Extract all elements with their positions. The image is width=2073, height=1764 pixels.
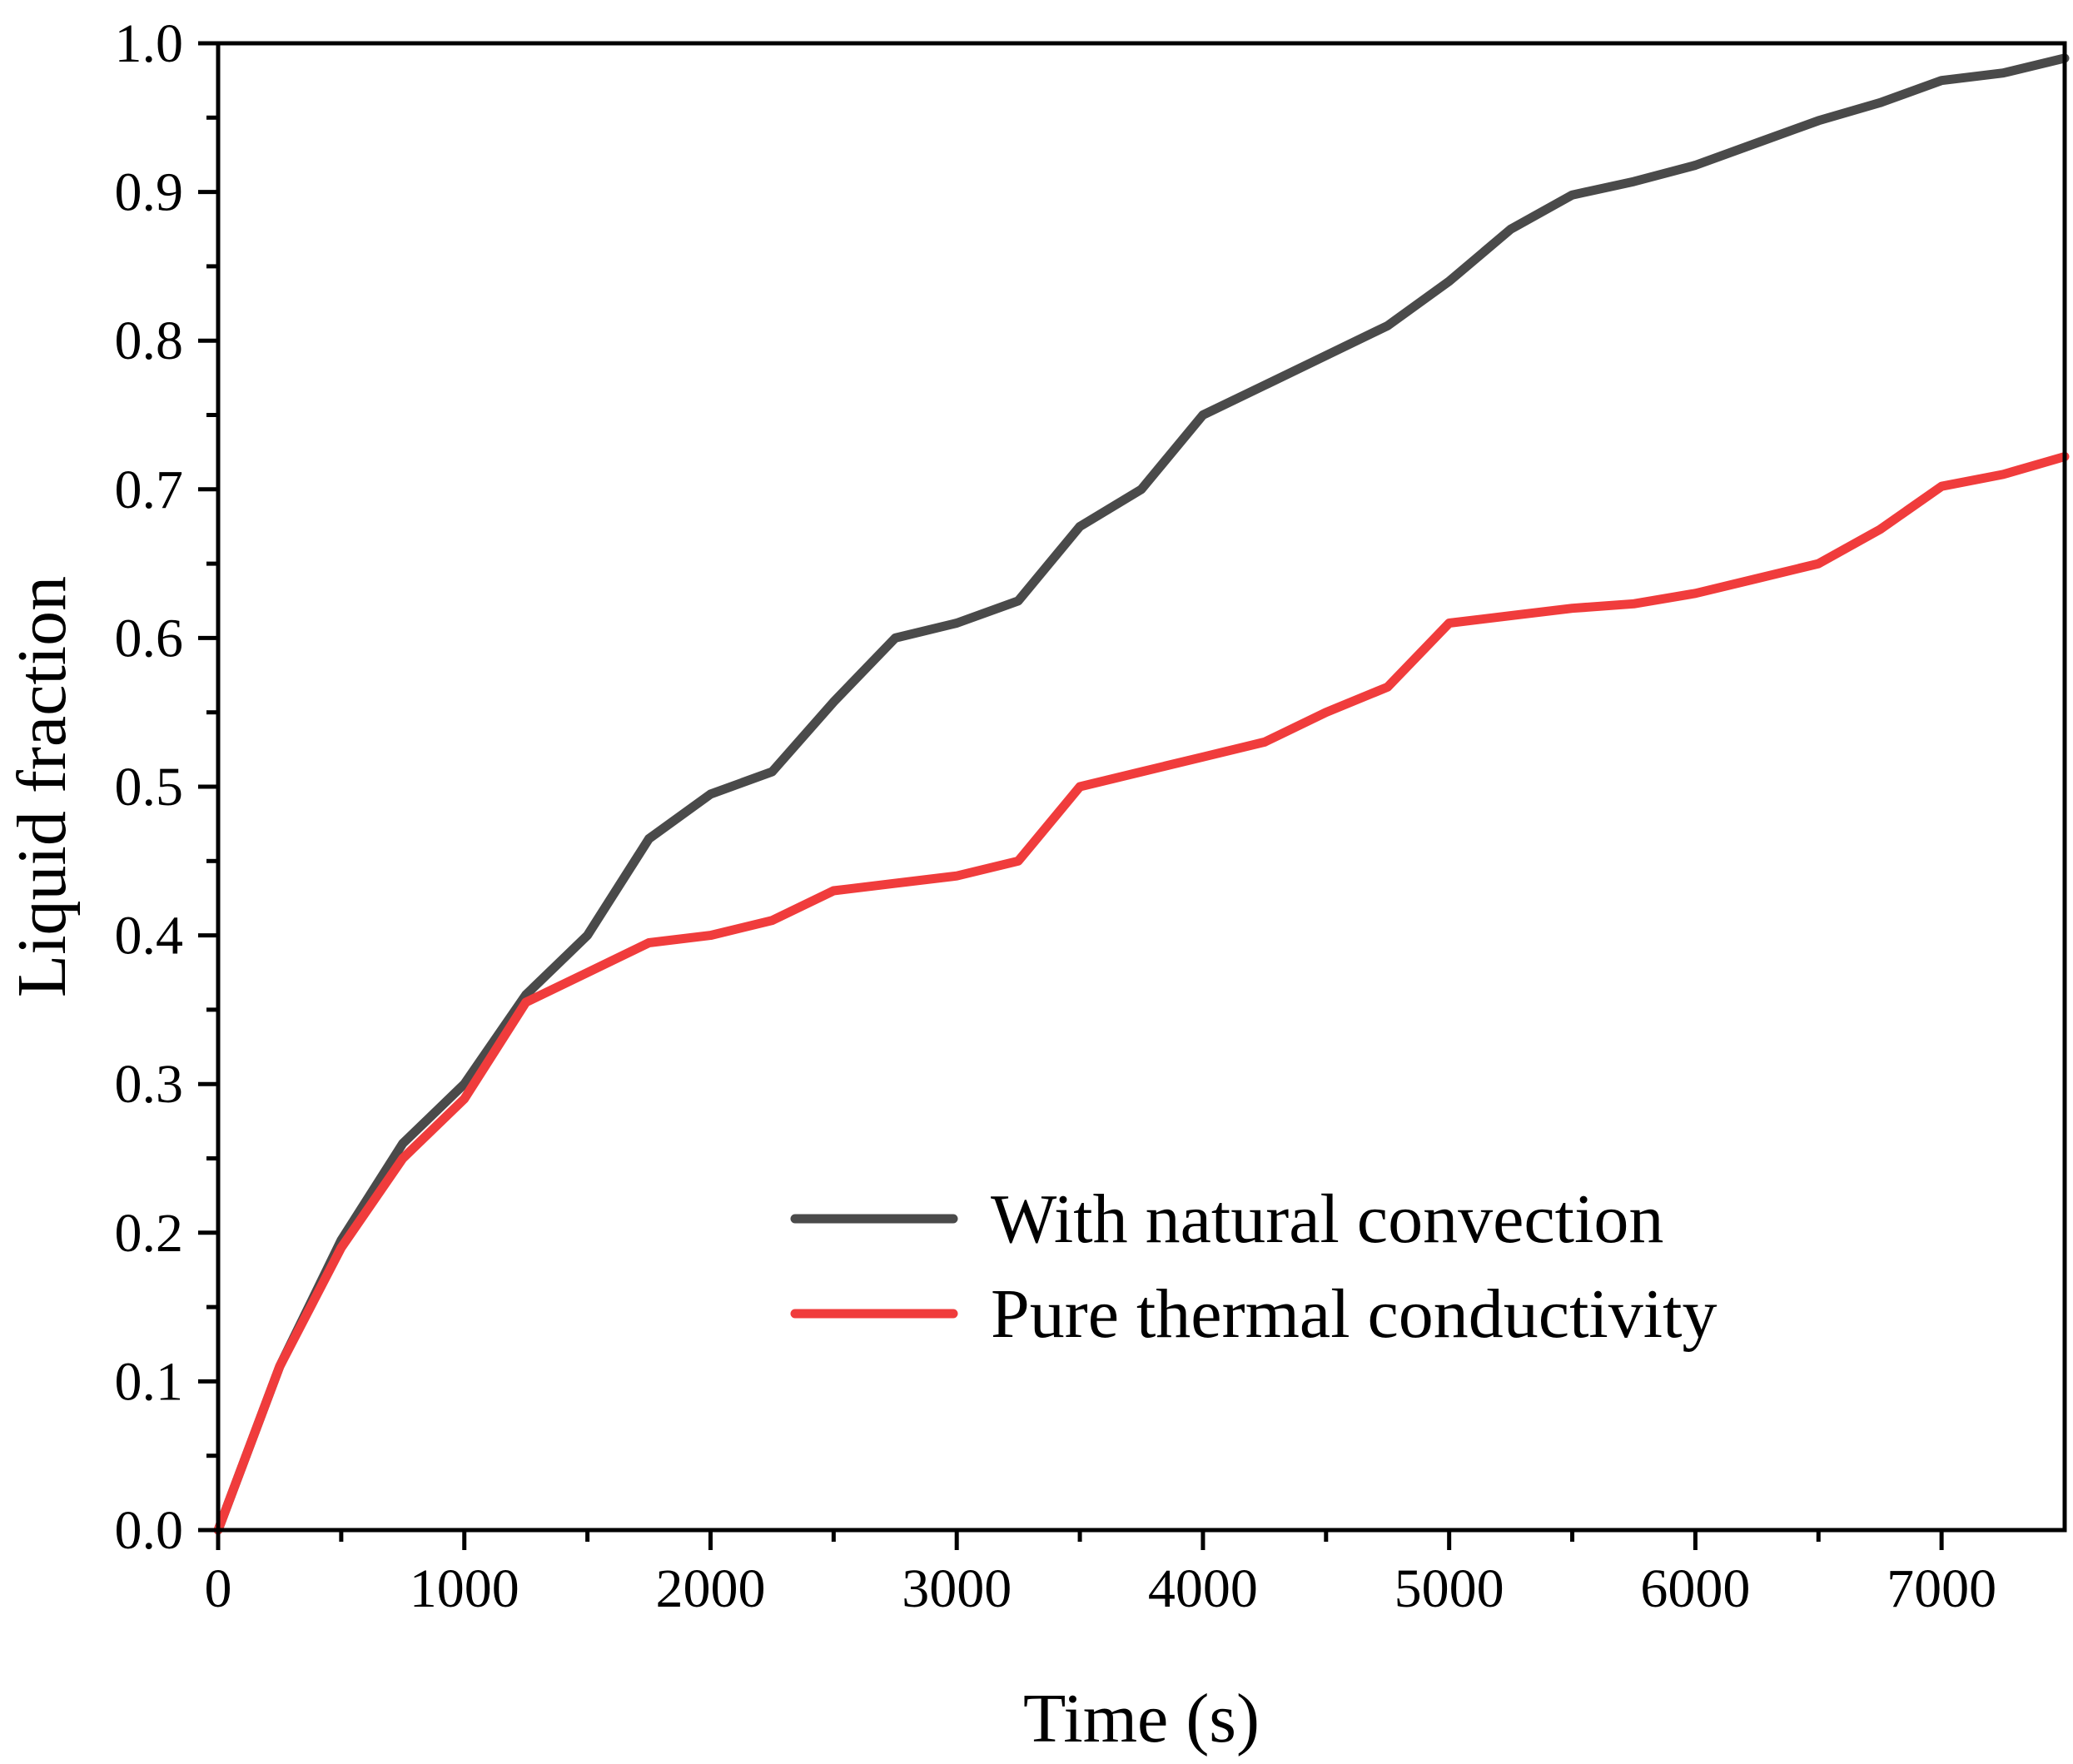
series-layer: [213, 53, 2070, 1535]
x-tick-label: 1000: [410, 1558, 519, 1619]
x-tick-label: 0: [205, 1558, 232, 1619]
legend-label: Pure thermal conductivity: [991, 1275, 1717, 1353]
ticks-layer: [198, 41, 1944, 1550]
x-tick-label: 4000: [1148, 1558, 1258, 1619]
y-tick-label: 0.5: [115, 757, 184, 817]
x-tick-label: 7000: [1887, 1558, 1996, 1619]
legend-label: With natural convection: [991, 1180, 1663, 1258]
y-tick-label: 0.3: [115, 1054, 184, 1115]
y-tick-label: 0.7: [115, 460, 184, 520]
y-tick-label: 0.0: [115, 1500, 184, 1561]
y-axis-title: Liquid fraction: [3, 576, 81, 997]
x-tick-label: 6000: [1640, 1558, 1750, 1619]
x-tick-label: 3000: [902, 1558, 1012, 1619]
y-tick-label: 0.4: [115, 906, 184, 966]
y-tick-label: 1.0: [115, 13, 184, 74]
y-tick-label: 0.8: [115, 311, 184, 371]
x-axis-title: Time (s): [1023, 1680, 1260, 1757]
y-tick-label: 0.1: [115, 1351, 184, 1412]
series-line-thermal-conductivity: [213, 452, 2070, 1535]
x-tick-label: 2000: [655, 1558, 765, 1619]
y-tick-label: 0.2: [115, 1203, 184, 1264]
legend: With natural convection Pure thermal cond…: [790, 1180, 1717, 1353]
x-tick-label: 5000: [1394, 1558, 1504, 1619]
y-tick-label: 0.9: [115, 162, 184, 223]
series-line-natural-convection: [213, 53, 2070, 1535]
y-tick-label: 0.6: [115, 608, 184, 668]
tick-labels-layer: 0 1000 2000 3000 4000 5000 6000 7000 0.0 0.1 0.2 0.…: [115, 13, 1997, 1619]
